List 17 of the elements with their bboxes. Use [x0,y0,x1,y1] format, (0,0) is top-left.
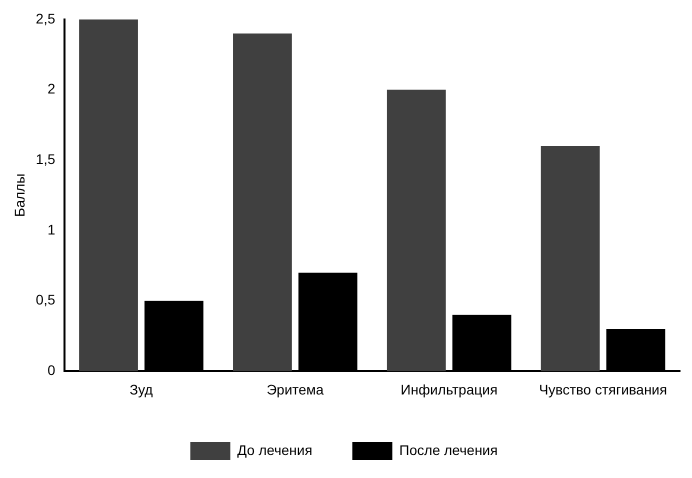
bar [540,146,600,372]
y-tick-label: 0,5 [36,292,56,308]
y-axis-title: Баллы [11,174,28,217]
y-tick-label: 2,5 [36,10,56,26]
x-tick-label: Инфильтрация [400,381,498,398]
bar [386,90,446,372]
legend-label: До лечения [237,442,312,458]
y-tick-label: 2 [47,80,56,97]
y-tick-label: 1 [47,221,56,238]
bar [79,19,138,372]
bar [233,33,292,372]
y-tick-label: 0 [47,362,56,378]
x-tick-label: Эритема [266,381,324,398]
legend-label: После лечения [399,442,498,458]
y-tick-label: 1,5 [36,150,56,167]
x-tick-label: Чувство стягивания [538,381,668,398]
x-tick-label: Зуд [130,381,153,398]
